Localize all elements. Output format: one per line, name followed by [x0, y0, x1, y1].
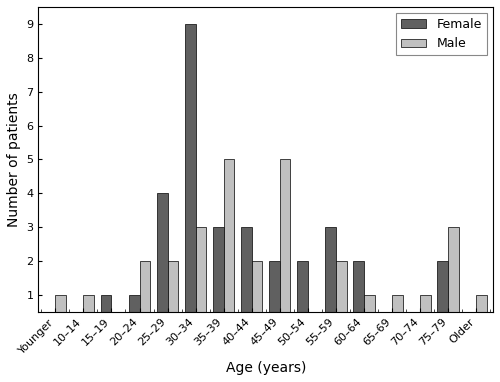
Legend: Female, Male: Female, Male [396, 13, 487, 55]
Bar [56, 295, 66, 329]
Bar [196, 227, 206, 329]
Bar [168, 261, 178, 329]
Bar [101, 295, 112, 329]
Bar [252, 261, 262, 329]
Bar [420, 295, 431, 329]
Bar [364, 295, 374, 329]
Bar [438, 261, 448, 329]
Bar [269, 261, 280, 329]
Bar [84, 295, 94, 329]
Bar [213, 227, 224, 329]
Bar [476, 295, 487, 329]
Bar [326, 227, 336, 329]
Bar [129, 295, 140, 329]
Bar [241, 227, 252, 329]
Bar [224, 159, 234, 329]
Bar [392, 295, 402, 329]
Bar [185, 24, 196, 329]
Bar [297, 261, 308, 329]
X-axis label: Age (years): Age (years) [226, 361, 306, 375]
Bar [354, 261, 364, 329]
Bar [336, 261, 346, 329]
Y-axis label: Number of patients: Number of patients [7, 92, 21, 227]
Bar [448, 227, 459, 329]
Bar [280, 159, 290, 329]
Bar [157, 193, 168, 329]
Bar [140, 261, 150, 329]
